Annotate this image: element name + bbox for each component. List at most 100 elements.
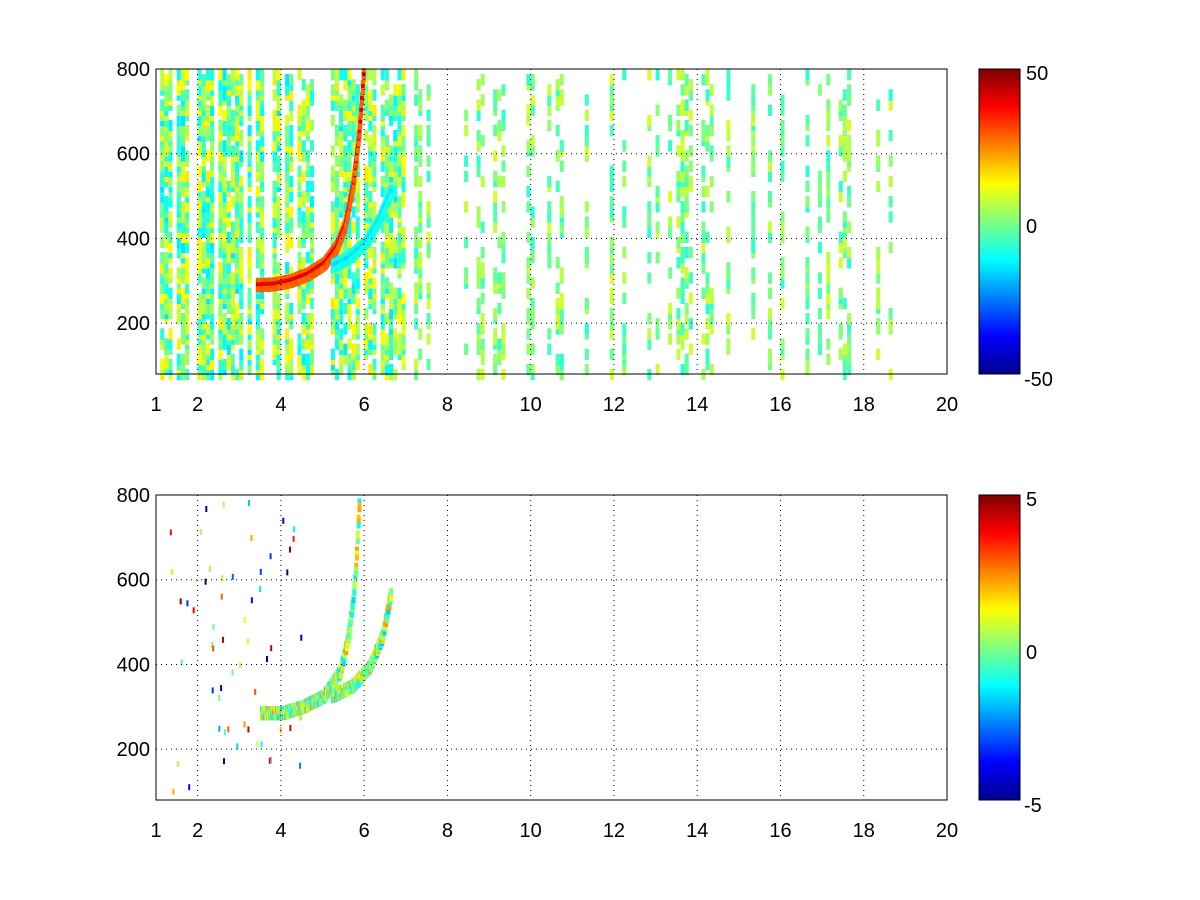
heatmap-cell <box>622 175 627 188</box>
heatmap-cell <box>688 318 693 330</box>
heatmap-cell <box>501 84 506 96</box>
heatmap-cell <box>239 226 244 238</box>
heatmap-cell <box>260 114 265 127</box>
heatmap-cell <box>476 277 481 289</box>
heatmap-cell <box>160 307 165 320</box>
x-tick-labels-bottom: 1 2 4 6 8 10 12 14 16 18 20 <box>150 820 958 842</box>
heatmap-cell <box>530 343 535 355</box>
heatmap-cell <box>389 94 394 106</box>
ridge-cell <box>356 136 361 143</box>
heatmap-cell <box>210 292 215 305</box>
heatmap-cell <box>888 318 893 330</box>
heatmap-cell <box>197 343 202 355</box>
heatmap-cell <box>680 231 685 244</box>
heatmap-cell <box>476 165 481 177</box>
heatmap-cell <box>247 221 252 233</box>
heatmap-cell <box>301 114 306 127</box>
heatmap-cell <box>197 140 202 152</box>
ridge-cell <box>356 514 361 521</box>
heatmap-cell <box>272 343 277 355</box>
heatmap-cell <box>169 529 172 536</box>
heatmap-cell <box>480 262 485 274</box>
heatmap-cell <box>842 343 847 355</box>
heatmap-cell <box>160 282 165 294</box>
heatmap-cell <box>842 119 847 132</box>
heatmap-cell <box>684 175 689 188</box>
heatmap-cell <box>709 323 714 335</box>
heatmap-cell <box>347 267 352 279</box>
heatmap-cell <box>347 353 352 366</box>
heatmap-cell <box>584 145 589 157</box>
heatmap-cell <box>330 318 335 330</box>
heatmap-cell <box>709 307 714 320</box>
heatmap-cell <box>476 323 481 335</box>
heatmap-cell <box>206 282 210 294</box>
heatmap-cell <box>768 272 772 284</box>
heatmap-cell <box>330 84 335 96</box>
heatmap-cell <box>239 246 244 259</box>
heatmap-cell <box>780 94 785 106</box>
heatmap-cell <box>876 272 881 284</box>
heatmap-cell <box>526 185 531 198</box>
heatmap-cell <box>212 623 215 630</box>
heatmap-cell <box>547 94 552 106</box>
heatmap-cell <box>751 307 756 320</box>
heatmap-cell <box>176 114 181 127</box>
heatmap-cell <box>847 196 852 208</box>
heatmap-cell <box>805 196 810 208</box>
heatmap-cell <box>826 307 831 320</box>
heatmap-cell <box>838 99 843 111</box>
heatmap-cell <box>418 99 423 111</box>
heatmap-cell <box>688 343 693 355</box>
heatmap-cell <box>709 104 714 116</box>
heatmap-cell <box>888 155 893 167</box>
heatmap-cell <box>347 226 352 238</box>
heatmap-cell <box>609 74 614 86</box>
heatmap-cell <box>222 191 227 203</box>
heatmap-cell <box>705 318 710 330</box>
heatmap-cell <box>688 292 693 305</box>
heatmap-cell <box>355 313 360 325</box>
heatmap-cell <box>330 297 335 310</box>
heatmap-cell <box>401 226 406 238</box>
heatmap-cell <box>676 216 681 228</box>
heatmap-cell <box>397 206 402 218</box>
heatmap-cell <box>310 333 314 345</box>
ridge-cell <box>360 84 365 90</box>
heatmap-cell <box>355 267 360 279</box>
heatmap-cell <box>709 145 714 157</box>
heatmap-cell <box>709 175 714 188</box>
y-tick-labels-top: 200 400 600 800 <box>117 59 150 335</box>
heatmap-cell <box>684 267 689 279</box>
heatmap-cell <box>676 236 681 249</box>
heatmap-cell <box>559 196 564 208</box>
heatmap-cell <box>372 277 377 289</box>
heatmap-cell <box>168 328 173 340</box>
heatmap-cell <box>339 267 344 279</box>
heatmap-cell <box>559 140 564 152</box>
heatmap-cell <box>310 180 314 193</box>
heatmap-cell <box>847 135 852 147</box>
heatmap-cell <box>185 257 190 269</box>
heatmap-cell <box>414 302 419 315</box>
heatmap-cell <box>218 358 223 371</box>
heatmap-cell <box>609 318 614 330</box>
heatmap-cell <box>493 267 498 279</box>
heatmap-cell <box>160 201 165 213</box>
heatmap-cell <box>239 150 244 162</box>
ridge-cell <box>344 649 349 655</box>
heatmap-cell <box>647 338 652 350</box>
heatmap-cell <box>368 89 373 101</box>
ridge-cell <box>354 162 359 169</box>
heatmap-cell <box>226 74 231 86</box>
heatmap-cell <box>876 297 881 310</box>
heatmap-cell <box>655 363 660 376</box>
ridge-cell <box>358 119 363 126</box>
heatmap-cell <box>372 69 377 81</box>
heatmap-cell <box>285 74 290 86</box>
heatmap-cell <box>609 348 614 360</box>
heatmap-cell <box>426 155 431 167</box>
heatmap-cell <box>497 338 502 350</box>
heatmap-cell <box>401 353 406 366</box>
heatmap-cell <box>547 201 552 213</box>
